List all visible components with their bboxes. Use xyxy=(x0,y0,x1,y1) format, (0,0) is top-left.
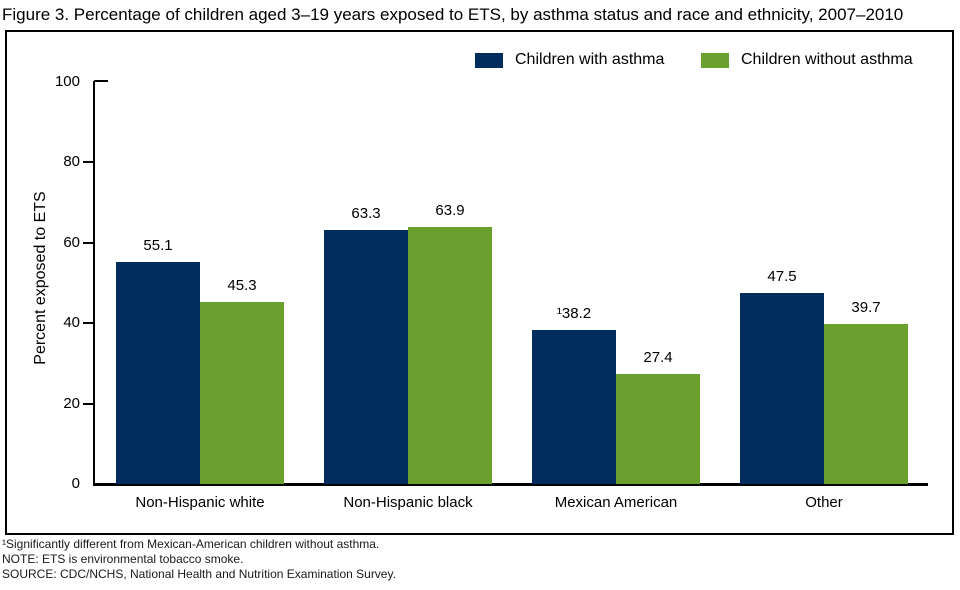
y-tick-label-40: 40 xyxy=(63,314,80,331)
y-tick-label-80: 80 xyxy=(63,153,80,170)
legend-item-with-asthma: Children with asthma xyxy=(475,51,664,69)
bar-without-asthma-3 xyxy=(824,324,908,484)
y-tick-label-60: 60 xyxy=(63,234,80,251)
bar-value-label-with-asthma-2: ¹38.2 xyxy=(556,305,592,322)
bar-value-label-with-asthma-3: 47.5 xyxy=(767,268,797,285)
bar-value-label-without-asthma-3: 39.7 xyxy=(851,299,881,316)
y-tick-label-0: 0 xyxy=(71,475,80,492)
bar-with-asthma-3 xyxy=(740,293,824,484)
y-tick-100 xyxy=(94,80,108,82)
y-tick-20 xyxy=(83,403,94,405)
footnotes: ¹Significantly different from Mexican-Am… xyxy=(2,537,952,582)
chart-frame: Children with asthma Children without as… xyxy=(5,30,954,535)
bar-value-label-with-asthma-0: 55.1 xyxy=(143,237,173,254)
bar-value-label-without-asthma-0: 45.3 xyxy=(227,277,257,294)
y-tick-60 xyxy=(83,242,94,244)
legend-label-with-asthma: Children with asthma xyxy=(515,51,665,68)
y-tick-label-20: 20 xyxy=(63,395,80,412)
legend-item-without-asthma: Children without asthma xyxy=(701,51,913,69)
category-label-2: Mexican American xyxy=(554,494,678,511)
y-tick-40 xyxy=(83,322,94,324)
figure-title: Figure 3. Percentage of children aged 3–… xyxy=(2,5,904,24)
legend-label-without-asthma: Children without asthma xyxy=(741,51,913,68)
bar-value-label-with-asthma-1: 63.3 xyxy=(351,205,381,222)
footnote-note: NOTE: ETS is environmental tobacco smoke… xyxy=(2,552,244,566)
bar-value-label-without-asthma-1: 63.9 xyxy=(435,202,465,219)
y-axis-line xyxy=(93,81,95,485)
y-axis-title: Percent exposed to ETS xyxy=(32,191,49,365)
bar-without-asthma-2 xyxy=(616,374,700,484)
legend-swatch-without-asthma xyxy=(701,52,729,68)
category-label-3: Other xyxy=(805,494,843,511)
y-tick-label-100: 100 xyxy=(54,73,80,90)
footnote-source: SOURCE: CDC/NCHS, National Health and Nu… xyxy=(2,567,396,581)
bar-with-asthma-0 xyxy=(116,262,200,484)
legend-swatch-with-asthma xyxy=(475,52,503,68)
y-tick-80 xyxy=(83,161,94,163)
category-label-0: Non-Hispanic white xyxy=(135,494,265,511)
category-label-1: Non-Hispanic black xyxy=(343,494,473,511)
x-axis-line xyxy=(93,483,928,486)
bar-value-label-without-asthma-2: 27.4 xyxy=(643,349,673,366)
bar-without-asthma-0 xyxy=(200,302,284,484)
footnote-significance: ¹Significantly different from Mexican-Am… xyxy=(2,537,380,551)
bar-with-asthma-2 xyxy=(532,330,616,484)
bar-with-asthma-1 xyxy=(324,230,408,484)
bar-without-asthma-1 xyxy=(408,227,492,484)
